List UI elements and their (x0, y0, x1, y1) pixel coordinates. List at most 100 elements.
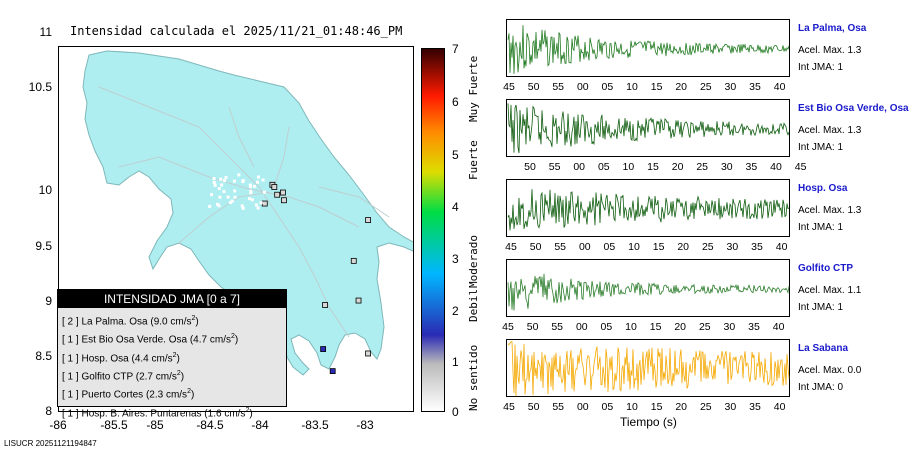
waveform-tick: 05 (597, 161, 610, 173)
legend-row-unit-sup: 2 (245, 406, 250, 414)
map-title: Intensidad calculada el 2025/11/21_01:48… (70, 24, 403, 38)
waveform-tick: 35 (748, 321, 760, 333)
waveform-tick: 30 (723, 321, 736, 333)
city-dot (217, 187, 221, 191)
waveform-trace (507, 189, 790, 231)
city-dot (233, 195, 237, 199)
station-marker[interactable] (350, 257, 357, 264)
station-jma-intensity: Int JMA: 1 (798, 62, 844, 73)
city-dot (208, 204, 212, 208)
city-dot (219, 177, 223, 181)
city-dot (249, 191, 253, 195)
waveform-tick: 20 (675, 401, 688, 413)
waveform-tick: 15 (649, 321, 662, 333)
y-tick: 8 (45, 404, 52, 418)
legend-row-unit-sup: 2 (187, 388, 191, 396)
waveform-panel[interactable] (506, 19, 790, 77)
waveform-tick: 40 (773, 81, 786, 93)
waveform-tick: 50 (529, 241, 542, 253)
station-marker[interactable] (322, 302, 328, 308)
city-dot (232, 179, 236, 183)
waveform-tick: 30 (720, 161, 733, 173)
station-marker[interactable] (365, 350, 372, 357)
station-marker[interactable] (355, 297, 362, 304)
waveform-tick: 50 (527, 81, 540, 93)
station-marker[interactable] (320, 346, 327, 352)
station-name: Hosp. Osa (798, 183, 848, 194)
station-marker[interactable] (261, 200, 268, 207)
waveform-tick: 15 (652, 241, 665, 253)
legend-row: [ 1 ] Golfito CTP (2.7 cm/s2) (58, 366, 286, 384)
x-tick: -84 (251, 418, 269, 432)
waveform-tick: 25 (699, 81, 712, 93)
city-dot (216, 202, 220, 206)
city-dot (256, 175, 260, 179)
waveform-tick: 05 (600, 321, 613, 333)
station-jma-intensity: Int JMA: 1 (798, 222, 844, 233)
city-dot (249, 185, 253, 189)
legend-row-end: ) (249, 407, 253, 419)
legend-row-intensity: [ 1 ] (62, 407, 79, 419)
city-dot (222, 190, 226, 194)
waveform-tick: 30 (724, 81, 737, 93)
waveform-tick: 25 (698, 321, 711, 333)
waveform-tick: 50 (526, 321, 539, 333)
waveform-tick: 20 (671, 161, 684, 173)
station-marker[interactable] (365, 217, 372, 223)
station-jma-intensity: Int JMA: 1 (798, 302, 844, 313)
footer-id: LISUCR 20251121194847 (4, 439, 97, 448)
y-tick: 10 (38, 183, 52, 197)
legend-row: [ 1 ] Est Bio Osa Verde. Osa (4.7 cm/s2) (58, 329, 286, 347)
legend-row-unit-sup: 2 (230, 333, 235, 341)
city-dot (217, 204, 221, 208)
x-tick: -84.5 (196, 418, 224, 432)
station-marker[interactable] (271, 184, 278, 190)
waveform-tick: 10 (626, 401, 638, 413)
waveform-tick: 20 (674, 321, 687, 333)
waveform-tick: 15 (650, 401, 663, 413)
waveform-panel[interactable] (506, 99, 790, 157)
waveform-panel[interactable] (506, 179, 790, 237)
colorbar-category: Debil (467, 288, 480, 322)
station-marker[interactable] (274, 191, 281, 198)
legend-row-label: La Palma. Osa (9.0 cm/s (81, 316, 192, 328)
city-dot (253, 184, 257, 188)
waveform-panel[interactable] (506, 259, 790, 317)
station-marker[interactable] (280, 189, 286, 196)
station-marker[interactable] (280, 197, 287, 204)
waveform-tick: 05 (601, 401, 614, 413)
colorbar-tick: 3 (452, 252, 459, 266)
colorbar-tick: 1 (452, 355, 459, 369)
colorbar-tick: 7 (452, 42, 459, 56)
waveform-panel[interactable] (506, 339, 790, 397)
city-dot (256, 206, 260, 210)
station-jma-intensity: Int JMA: 1 (798, 142, 844, 153)
y-tick: 9.5 (35, 239, 52, 253)
waveform-tick: 00 (576, 401, 589, 413)
waveform-tick: 00 (578, 241, 591, 253)
y-tick: 10.5 (28, 80, 52, 94)
legend-header: INTENSIDAD JMA [0 a 7] (58, 290, 286, 308)
station-max-accel: Acel. Max. 1.3 (798, 205, 862, 216)
waveform-tick: 35 (751, 241, 763, 253)
map-canvas (82, 50, 413, 376)
waveform-tick: 45 (505, 241, 517, 253)
legend-row-end: ) (180, 371, 185, 383)
station-marker[interactable] (329, 368, 336, 375)
y-tick: 11 (39, 25, 52, 39)
legend-row-label: Golfito CTP (2.7 cm/s (81, 371, 177, 383)
city-dot (259, 201, 263, 205)
legend-row-label: Puerto Cortes (2.3 cm/s (81, 389, 188, 401)
waveform-tick: 05 (603, 241, 616, 253)
city-dot (241, 179, 245, 183)
waveform-tick: 00 (576, 81, 589, 93)
waveform-tick: 10 (628, 241, 640, 253)
waveform-tick: 55 (552, 401, 565, 413)
station-max-accel: Acel. Max. 1.1 (798, 285, 862, 296)
waveform-tick: 45 (503, 401, 515, 413)
city-dot (237, 173, 241, 177)
station-jma-intensity: Int JMA: 0 (798, 382, 844, 393)
legend-row-intensity: [ 1 ] (62, 334, 79, 346)
city-dot (233, 189, 237, 193)
city-dot (247, 197, 251, 201)
